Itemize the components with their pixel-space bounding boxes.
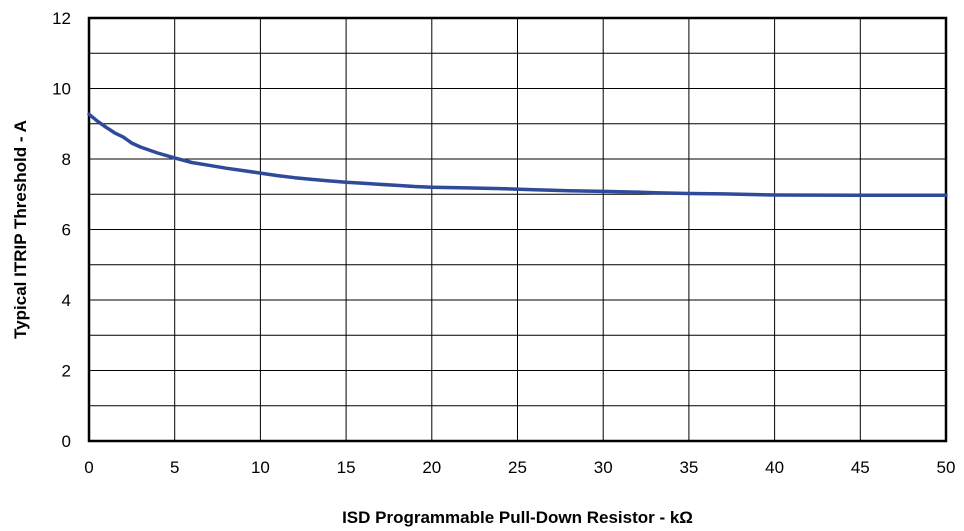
grid	[88, 17, 947, 442]
y-tick-label: 10	[52, 80, 71, 99]
y-tick-label: 4	[62, 291, 71, 310]
x-tick-label: 0	[84, 458, 93, 477]
y-axis-title: Typical ITRIP Threshold - A	[11, 120, 30, 339]
x-tick-labels: 0 5 10 15 20 25 30 35 40 45 50	[84, 458, 955, 477]
y-tick-label: 8	[62, 150, 71, 169]
x-tick-label: 40	[765, 458, 784, 477]
y-tick-labels: 0 2 4 6 8 10 12	[52, 9, 71, 451]
x-tick-label: 20	[422, 458, 441, 477]
x-tick-label: 15	[337, 458, 356, 477]
x-tick-label: 35	[679, 458, 698, 477]
x-axis-title: ISD Programmable Pull-Down Resistor - kΩ	[342, 508, 693, 527]
plot-area-border	[87, 16, 948, 443]
y-tick-label: 2	[62, 362, 71, 381]
x-tick-label: 50	[937, 458, 956, 477]
y-tick-label: 12	[52, 9, 71, 28]
x-tick-label: 30	[594, 458, 613, 477]
x-tick-label: 45	[851, 458, 870, 477]
series-line	[87, 112, 948, 198]
x-tick-label: 25	[508, 458, 527, 477]
x-tick-label: 10	[251, 458, 270, 477]
y-tick-label: 0	[62, 432, 71, 451]
x-tick-label: 5	[170, 458, 179, 477]
y-tick-label: 6	[62, 221, 71, 240]
